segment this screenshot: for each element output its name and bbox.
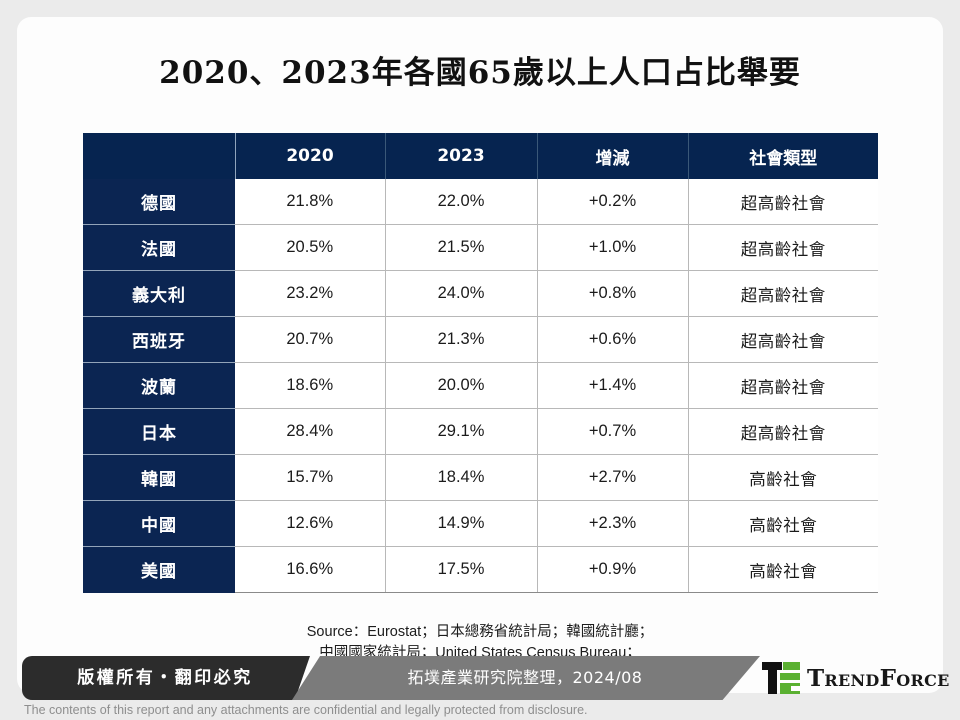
cell-2020: 28.4% xyxy=(235,408,386,455)
column-header-delta: 增減 xyxy=(537,133,689,179)
trendforce-logo: TrendForce xyxy=(762,658,950,698)
table-header: 2020 2023 增減 社會類型 xyxy=(83,133,878,179)
cell-social-type: 超高齡社會 xyxy=(688,408,878,455)
cell-2023: 24.0% xyxy=(385,270,538,317)
cell-2020: 18.6% xyxy=(235,362,386,409)
cell-social-type: 超高齡社會 xyxy=(688,362,878,409)
table-row: 波蘭 18.6% 20.0% +1.4% 超高齡社會 xyxy=(83,362,878,409)
table-body: 德國 21.8% 22.0% +0.2% 超高齡社會 法國 20.5% 21.5… xyxy=(83,179,878,593)
cell-2020: 15.7% xyxy=(235,454,386,501)
table-row: 日本 28.4% 29.1% +0.7% 超高齡社會 xyxy=(83,408,878,455)
trendforce-logo-icon xyxy=(762,662,800,694)
cell-social-type: 高齡社會 xyxy=(688,500,878,547)
table-row: 德國 21.8% 22.0% +0.2% 超高齡社會 xyxy=(83,179,878,225)
cell-delta: +0.8% xyxy=(537,270,689,317)
cell-country: 日本 xyxy=(83,408,235,455)
column-header-2020: 2020 xyxy=(235,133,386,179)
footer-credit-plate xyxy=(292,656,760,700)
table-container: 2020 2023 增減 社會類型 德國 21.8% 22.0% +0.2% 超… xyxy=(83,133,878,593)
cell-social-type: 超高齡社會 xyxy=(688,224,878,271)
cell-2023: 18.4% xyxy=(385,454,538,501)
cell-2020: 20.7% xyxy=(235,316,386,363)
cell-country: 波蘭 xyxy=(83,362,235,409)
cell-social-type: 超高齡社會 xyxy=(688,179,878,225)
footer-bar: 版權所有・翻印必究 拓墣產業研究院整理，2024/08 TrendForce xyxy=(0,656,960,720)
cell-2023: 17.5% xyxy=(385,546,538,593)
footer-disclaimer: The contents of this report and any atta… xyxy=(24,703,588,717)
footer-credit-text: 拓墣產業研究院整理，2024/08 xyxy=(407,668,643,687)
cell-2023: 20.0% xyxy=(385,362,538,409)
cell-2023: 21.5% xyxy=(385,224,538,271)
cell-social-type: 超高齡社會 xyxy=(688,270,878,317)
cell-country: 韓國 xyxy=(83,454,235,501)
table-row: 韓國 15.7% 18.4% +2.7% 高齡社會 xyxy=(83,454,878,501)
cell-2020: 16.6% xyxy=(235,546,386,593)
cell-delta: +0.9% xyxy=(537,546,689,593)
cell-social-type: 高齡社會 xyxy=(688,546,878,593)
cell-delta: +1.4% xyxy=(537,362,689,409)
slide-card: 拓墣 TOPOLOGY RESEARCH INSTITUTE 2020、2023… xyxy=(17,17,943,693)
footer-copyright-text: 版權所有・翻印必究 xyxy=(77,668,253,688)
cell-2023: 21.3% xyxy=(385,316,538,363)
column-header-country xyxy=(83,133,236,179)
cell-2020: 23.2% xyxy=(235,270,386,317)
cell-delta: +1.0% xyxy=(537,224,689,271)
cell-2020: 20.5% xyxy=(235,224,386,271)
cell-delta: +0.7% xyxy=(537,408,689,455)
footer-copyright-plate xyxy=(22,656,292,700)
source-line-1: Source：Eurostat；日本總務省統計局；韓國統計廳； xyxy=(306,624,654,640)
cell-2023: 22.0% xyxy=(385,179,538,225)
cell-social-type: 超高齡社會 xyxy=(688,316,878,363)
cell-2023: 14.9% xyxy=(385,500,538,547)
cell-delta: +2.3% xyxy=(537,500,689,547)
population-table: 2020 2023 增減 社會類型 德國 21.8% 22.0% +0.2% 超… xyxy=(83,133,878,593)
cell-country: 法國 xyxy=(83,224,235,271)
column-header-2023: 2023 xyxy=(385,133,538,179)
table-row: 義大利 23.2% 24.0% +0.8% 超高齡社會 xyxy=(83,270,878,317)
cell-delta: +0.6% xyxy=(537,316,689,363)
cell-country: 義大利 xyxy=(83,270,235,317)
table-row: 美國 16.6% 17.5% +0.9% 高齡社會 xyxy=(83,546,878,593)
table-row: 法國 20.5% 21.5% +1.0% 超高齡社會 xyxy=(83,224,878,271)
cell-country: 中國 xyxy=(83,500,235,547)
cell-2020: 21.8% xyxy=(235,179,386,225)
table-row: 西班牙 20.7% 21.3% +0.6% 超高齡社會 xyxy=(83,316,878,363)
cell-2020: 12.6% xyxy=(235,500,386,547)
page-title: 2020、2023年各國65歲以上人口占比舉要 xyxy=(159,55,801,91)
cell-delta: +2.7% xyxy=(537,454,689,501)
cell-delta: +0.2% xyxy=(537,179,689,225)
cell-country: 美國 xyxy=(83,546,235,593)
column-header-social-type: 社會類型 xyxy=(688,133,878,179)
table-header-row: 2020 2023 增減 社會類型 xyxy=(83,133,878,179)
trendforce-logo-text: TrendForce xyxy=(807,664,950,692)
cell-social-type: 高齡社會 xyxy=(688,454,878,501)
table-row: 中國 12.6% 14.9% +2.3% 高齡社會 xyxy=(83,500,878,547)
cell-country: 德國 xyxy=(83,179,235,225)
cell-2023: 29.1% xyxy=(385,408,538,455)
cell-country: 西班牙 xyxy=(83,316,235,363)
